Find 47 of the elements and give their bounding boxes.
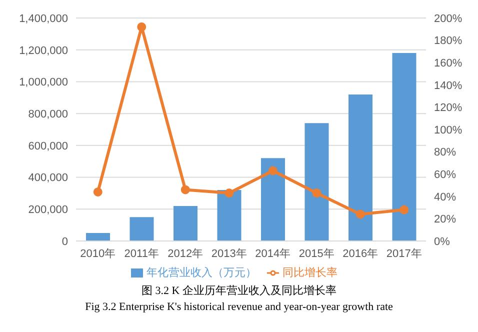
point (93, 187, 102, 196)
bar (348, 94, 372, 241)
bar (174, 206, 198, 241)
bar (86, 233, 110, 241)
y-tick-label: 400,000 (28, 172, 68, 184)
x-tick-label: 2011年 (124, 248, 159, 260)
bar (304, 123, 329, 241)
y-tick-label: 800,000 (28, 108, 68, 120)
y2-tick-label: 160% (434, 58, 462, 70)
y-tick-label: 1,200,000 (19, 44, 68, 57)
y2-tick-label: 20% (434, 214, 456, 226)
y2-tick-label: 200% (434, 12, 462, 25)
y-tick-label: 600,000 (28, 140, 68, 152)
legend-label: 同比增长率 (282, 267, 338, 279)
x-tick-label: 2017年 (386, 248, 422, 260)
x-tick-label: 2016年 (342, 248, 378, 260)
bar (130, 217, 154, 241)
caption: Fig 3.2 Enterprise K's historical revenue and year-on-year growth rate (84, 301, 394, 313)
y2-tick-label: 60% (434, 169, 456, 182)
x-tick-label: 2012年 (168, 248, 204, 260)
point (137, 22, 146, 32)
y-tick-label: 0 (62, 236, 68, 248)
y2-tick-label: 140% (434, 80, 462, 92)
point (400, 205, 409, 214)
bar (392, 53, 416, 241)
bar (217, 190, 242, 241)
x-tick-label: 2014年 (255, 248, 291, 260)
y2-tick-label: 0% (434, 236, 450, 248)
y2-tick-label: 180% (434, 35, 462, 48)
legend-label: 年化营业收入（万元） (146, 267, 256, 279)
y2-tick-label: 120% (434, 102, 462, 114)
x-tick-label: 2010年 (80, 248, 116, 260)
point (224, 188, 234, 198)
y2-tick-label: 100% (434, 124, 462, 136)
y2-tick-label: 80% (434, 146, 456, 159)
x-tick-label: 2013年 (211, 248, 247, 260)
point (356, 210, 365, 219)
point (312, 188, 322, 198)
caption: 图 3.2 K 企业历年营业收入及同比增长率 (140, 284, 338, 298)
x-tick-label: 2015年 (298, 248, 334, 260)
y2-tick-label: 40% (434, 191, 456, 204)
bar (261, 158, 285, 241)
y-tick-label: 200,000 (28, 204, 68, 216)
y-tick-label: 1,000,000 (19, 76, 68, 89)
y-tick-label: 1,400,000 (19, 12, 68, 25)
point (180, 185, 190, 194)
point (268, 166, 278, 176)
